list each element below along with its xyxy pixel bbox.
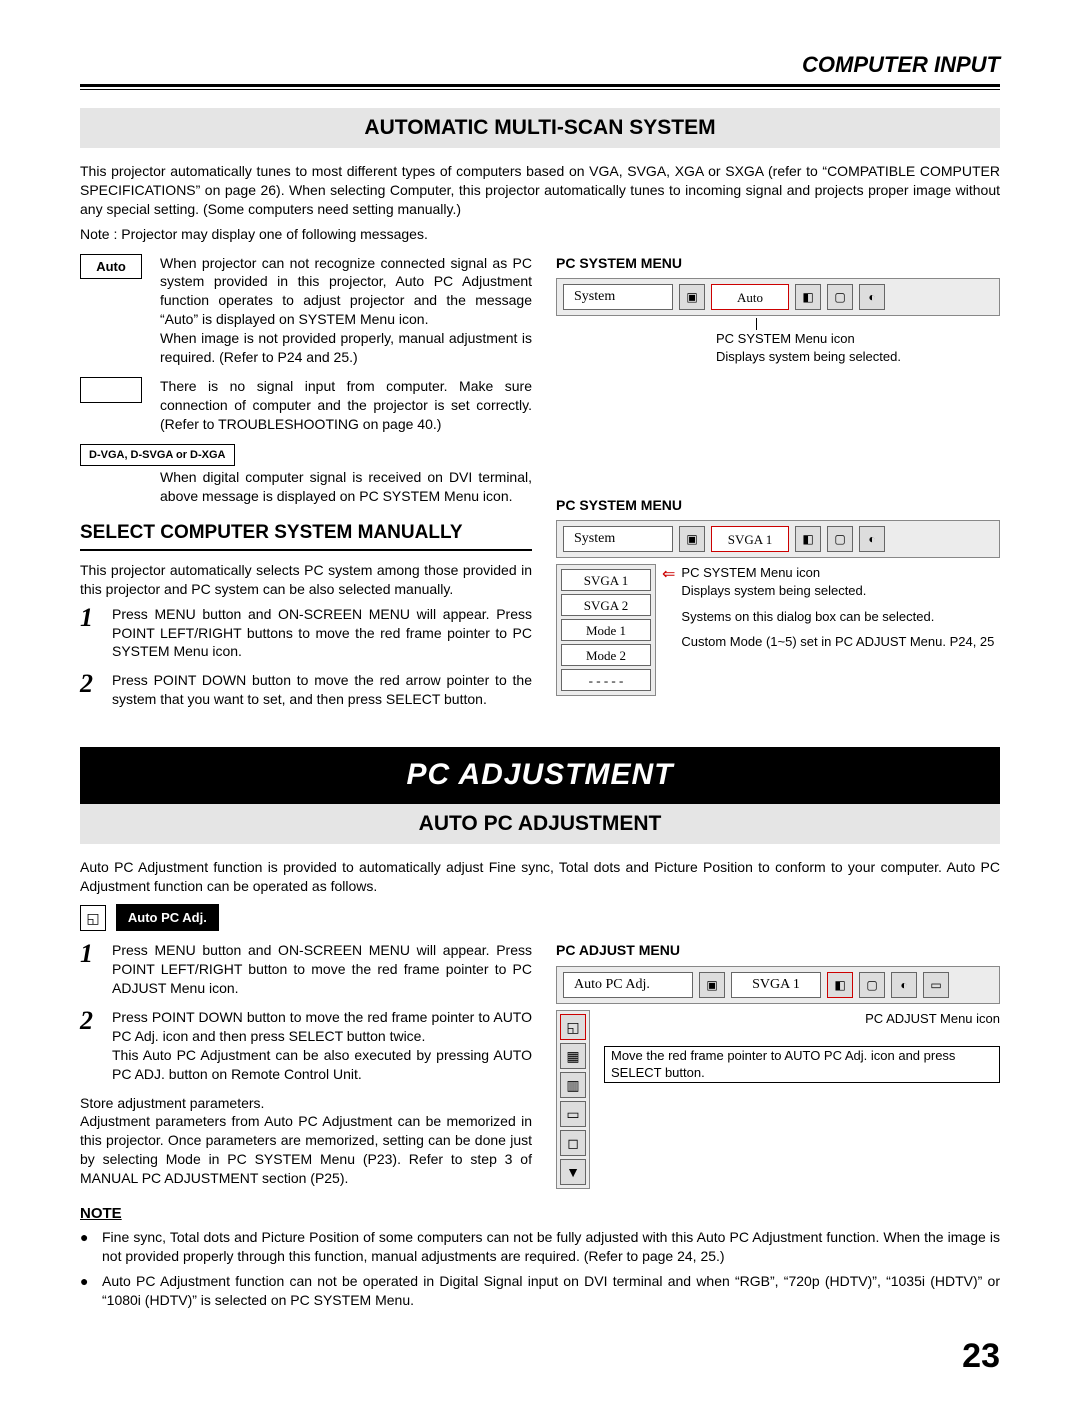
pcadj-icon: ◻ — [560, 1130, 586, 1156]
pcadj-band: PC ADJUSTMENT — [80, 747, 1000, 804]
red-arrow-icon: ⇐ — [662, 564, 675, 586]
dvga-text: When digital computer signal is received… — [160, 468, 532, 506]
autopcadj-icon: ◱ — [80, 905, 106, 931]
system-list: SVGA 1 SVGA 2 Mode 1 Mode 2 - - - - - — [556, 564, 656, 696]
note-1: Fine sync, Total dots and Picture Positi… — [102, 1228, 1000, 1266]
svga-box-2: SVGA 1 — [731, 972, 821, 998]
auto-text: When projector can not recognize connect… — [160, 254, 532, 367]
apc-step1-num: 1 — [80, 941, 100, 998]
pcsys-callout-1: PC SYSTEM Menu icon Displays system bein… — [716, 330, 1000, 365]
list-item: Mode 1 — [561, 619, 651, 641]
menu-icon: ▣ — [699, 972, 725, 998]
svga-box: SVGA 1 — [711, 526, 789, 552]
list-item: SVGA 2 — [561, 594, 651, 616]
menu-icon: ▣ — [679, 526, 705, 552]
page-header: COMPUTER INPUT — [80, 50, 1000, 87]
list-item: SVGA 1 — [561, 569, 651, 591]
auto-text1: When projector can not recognize connect… — [160, 255, 532, 328]
menu-icon: ◐ — [859, 526, 885, 552]
pcadj-title: PC ADJUST MENU — [556, 941, 1000, 960]
down-arrow-icon: ▼ — [560, 1159, 586, 1185]
blank-pill — [80, 377, 142, 403]
pcadj-icon-column: ◱ ▦ ▥ ▭ ◻ ▼ — [556, 1010, 590, 1189]
autopc-band: AUTO PC ADJUSTMENT — [80, 804, 1000, 844]
apc-step2b: This Auto PC Adjustment can be also exec… — [112, 1047, 532, 1082]
autopcadj-tag: Auto PC Adj. — [116, 904, 219, 932]
automatic-note: Note : Projector may display one of foll… — [80, 225, 1000, 244]
system-box-2: System — [563, 526, 673, 552]
dvga-pill: D-VGA, D-SVGA or D-XGA — [80, 444, 235, 467]
manual-head: SELECT COMPUTER SYSTEM MANUALLY — [80, 520, 532, 551]
apc-step2-num: 2 — [80, 1008, 100, 1084]
pcsys-callout-2a: PC SYSTEM Menu icon Displays system bein… — [681, 564, 1000, 599]
auto-pill: Auto — [80, 254, 142, 280]
menu-icon: ◧ — [795, 284, 821, 310]
pcsys-callout-2c: Custom Mode (1~5) set in PC ADJUST Menu.… — [681, 633, 1000, 651]
manual-step2: Press POINT DOWN button to move the red … — [112, 671, 532, 709]
manual-intro: This projector automatically selects PC … — [80, 561, 532, 599]
note-head: NOTE — [80, 1204, 1000, 1224]
automatic-intro: This projector automatically tunes to mo… — [80, 162, 1000, 219]
store-line: Store adjustment parameters. — [80, 1094, 532, 1113]
menu-icon: ▢ — [859, 972, 885, 998]
menu-icon: ▭ — [923, 972, 949, 998]
apc-step1: Press MENU button and ON-SCREEN MENU wil… — [112, 941, 532, 998]
step1-num: 1 — [80, 605, 100, 662]
pcadj-icon: ▭ — [560, 1101, 586, 1127]
apc-step2a: Press POINT DOWN button to move the red … — [112, 1009, 532, 1044]
pcsys-title-1: PC SYSTEM MENU — [556, 254, 1000, 273]
pcadj-callout-1: PC ADJUST Menu icon — [604, 1010, 1000, 1028]
list-item: Mode 2 — [561, 644, 651, 666]
manual-step1: Press MENU button and ON-SCREEN MENU wil… — [112, 605, 532, 662]
pcadj-callout-2: Move the red frame pointer to AUTO PC Ad… — [604, 1046, 1000, 1083]
pcsys-title-2: PC SYSTEM MENU — [556, 496, 1000, 515]
pcadj-icon: ◱ — [560, 1014, 586, 1040]
autopc-intro: Auto PC Adjustment function is provided … — [80, 858, 1000, 896]
page-number: 23 — [80, 1334, 1000, 1380]
blank-text: There is no signal input from computer. … — [160, 377, 532, 434]
menu-icon: ◧ — [795, 526, 821, 552]
autopcadj-box: Auto PC Adj. — [563, 972, 693, 998]
menu-icon: ◐ — [891, 972, 917, 998]
menu-icon: ▢ — [827, 526, 853, 552]
auto-box: Auto — [711, 284, 789, 310]
store-text: Adjustment parameters from Auto PC Adjus… — [80, 1112, 532, 1188]
menu-icon: ▣ — [679, 284, 705, 310]
menu-icon: ◐ — [859, 284, 885, 310]
bullet-icon: ● — [80, 1228, 94, 1266]
system-box-1: System — [563, 284, 673, 310]
pcsys-menu-1: System ▣ Auto ◧ ▢ ◐ — [556, 278, 1000, 316]
automatic-band: AUTOMATIC MULTI-SCAN SYSTEM — [80, 108, 1000, 148]
menu-icon-selected: ◧ — [827, 972, 853, 998]
pcadj-icon: ▥ — [560, 1072, 586, 1098]
menu-icon: ▢ — [827, 284, 853, 310]
pcsys-callout-2b: Systems on this dialog box can be select… — [681, 608, 1000, 626]
pcadj-icon: ▦ — [560, 1043, 586, 1069]
header-rule — [80, 89, 1000, 90]
bullet-icon: ● — [80, 1272, 94, 1310]
pcsys-menu-2: System ▣ SVGA 1 ◧ ▢ ◐ — [556, 520, 1000, 558]
pcadj-menu: Auto PC Adj. ▣ SVGA 1 ◧ ▢ ◐ ▭ — [556, 966, 1000, 1004]
auto-text2: When image is not provided properly, man… — [160, 330, 532, 365]
step2-num: 2 — [80, 671, 100, 709]
note-2: Auto PC Adjustment function can not be o… — [102, 1272, 1000, 1310]
list-item: - - - - - — [561, 669, 651, 691]
